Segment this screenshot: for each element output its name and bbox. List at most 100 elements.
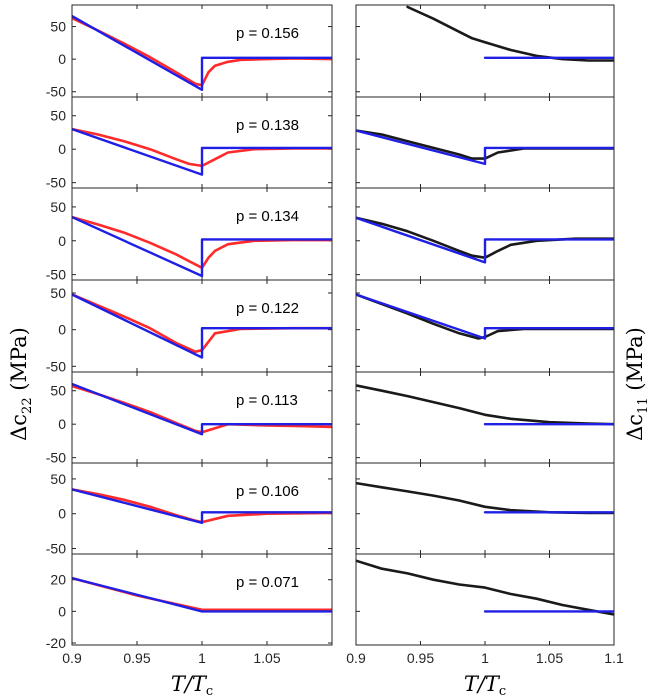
y-tick-label: 0 <box>58 141 66 157</box>
series-group <box>356 293 614 340</box>
model-series-line <box>72 127 332 176</box>
xlabel-right: T/Tc <box>464 672 506 696</box>
panel-left-row-2: -50 0 50 p = 0.138 <box>46 96 333 191</box>
series-group <box>72 576 332 613</box>
data-series-line <box>406 5 614 62</box>
model-series-line <box>72 488 332 524</box>
model-series-line <box>72 14 332 91</box>
y-tick-label: -50 <box>46 450 66 466</box>
axes-frame <box>71 371 333 464</box>
series-group <box>72 215 332 278</box>
ylabel-left-main: Δc <box>7 414 31 441</box>
panel-left-row-1: -50 0 50 p = 0.156 <box>46 4 333 100</box>
series-group <box>72 382 332 436</box>
y-tick-label: -50 <box>46 541 66 557</box>
y-tick-label: 50 <box>50 383 66 399</box>
panel-right-row-2 <box>355 96 615 189</box>
y-tick-label: 0 <box>58 322 66 338</box>
series-group <box>356 481 614 515</box>
ylabel-right: Δc11 (MPa) <box>623 327 651 441</box>
y-tick-label: 50 <box>50 199 66 215</box>
axes-frame <box>355 96 615 189</box>
panel-left-row-3: -50 0 50 p = 0.134 <box>46 187 333 283</box>
series-group <box>72 14 332 91</box>
panel-right-row-7 <box>355 553 615 646</box>
y-tick-label: 0 <box>58 603 66 619</box>
series-group <box>72 293 332 359</box>
panel-right-row-3 <box>355 187 615 281</box>
panel-left-row-4: -50 0 50 p = 0.122 <box>46 279 333 374</box>
y-tick-label: -50 <box>46 267 66 283</box>
y-tick-label: -50 <box>46 358 66 374</box>
ylabel-right-sub: 11 <box>636 397 651 414</box>
axes-frame <box>71 462 333 555</box>
ylabel-right-unit: (MPa) <box>623 327 647 397</box>
y-tick-label: 50 <box>50 471 66 487</box>
y-tick-label: 50 <box>50 108 66 124</box>
xlabel-right-sub: c <box>499 684 506 696</box>
series-group <box>356 129 614 166</box>
ylabel-left: Δc22 (MPa) <box>7 327 35 441</box>
model-series-line <box>356 293 614 340</box>
data-series-line <box>356 384 614 426</box>
axes-frame <box>71 553 333 646</box>
model-series-line <box>72 293 332 359</box>
panel-right-row-5 <box>355 371 615 464</box>
xlabel-right-main: T/T <box>464 672 501 696</box>
y-tick-label: 50 <box>50 19 66 35</box>
panel-right-row-1 <box>355 4 615 98</box>
series-group <box>72 127 332 176</box>
x-tick-label: 0.95 <box>123 650 150 666</box>
series-group <box>356 559 614 616</box>
model-series-line <box>72 215 332 278</box>
annotation-p-value: p = 0.138 <box>236 117 299 134</box>
annotation-p-value: p = 0.134 <box>236 208 299 225</box>
axes-frame <box>355 553 615 646</box>
x-tick-label: 1 <box>481 650 489 666</box>
axes-frame <box>355 187 615 281</box>
panel-left-row-7: -20 0 20 p = 0.071 <box>46 553 333 651</box>
x-tick-label: 1.1 <box>604 650 624 666</box>
xlabel-left-main: T/T <box>171 672 208 696</box>
model-series-line <box>72 382 332 436</box>
ylabel-left-unit: (MPa) <box>7 327 31 397</box>
ylabel-left-sub: 22 <box>20 397 35 414</box>
y-tick-label: 50 <box>50 285 66 301</box>
x-tick-label: 1 <box>198 650 206 666</box>
y-tick-label: 0 <box>58 51 66 67</box>
xlabel-left: T/Tc <box>171 672 213 696</box>
y-tick-label: -50 <box>46 175 66 191</box>
model-series-line <box>356 129 614 166</box>
annotation-p-value: p = 0.156 <box>236 25 299 42</box>
model-series-line <box>356 216 614 264</box>
x-tick-label: 0.9 <box>62 650 82 666</box>
series-group <box>356 216 614 264</box>
axes-frame <box>355 4 615 98</box>
data-series-line <box>356 559 614 616</box>
plot-root: -50 0 50 p = 0.156 -50 0 50 p = 0.138 -50 0 50 p = … <box>46 4 624 666</box>
y-tick-label: 0 <box>58 233 66 249</box>
panel-right-row-6 <box>355 462 615 555</box>
axes-frame <box>355 371 615 464</box>
axes-frame <box>355 462 615 555</box>
data-series-line <box>356 481 614 515</box>
y-tick-label: 20 <box>50 572 66 588</box>
data-series-line <box>72 16 332 87</box>
annotation-p-value: p = 0.106 <box>236 483 299 500</box>
axes-frame <box>355 279 615 373</box>
y-tick-label: -50 <box>46 84 66 100</box>
x-tick-label: 0.95 <box>407 650 434 666</box>
series-group <box>406 5 614 62</box>
series-group <box>72 488 332 524</box>
y-tick-label: 0 <box>58 416 66 432</box>
y-tick-label: 0 <box>58 506 66 522</box>
series-group <box>356 384 614 426</box>
model-series-line <box>72 576 332 613</box>
x-tick-label: 0.9 <box>346 650 366 666</box>
xlabel-left-sub: c <box>206 684 213 696</box>
annotation-p-value: p = 0.071 <box>236 574 299 591</box>
annotation-p-value: p = 0.122 <box>236 300 299 317</box>
y-tick-label: -20 <box>46 635 66 651</box>
annotation-p-value: p = 0.113 <box>236 392 298 409</box>
